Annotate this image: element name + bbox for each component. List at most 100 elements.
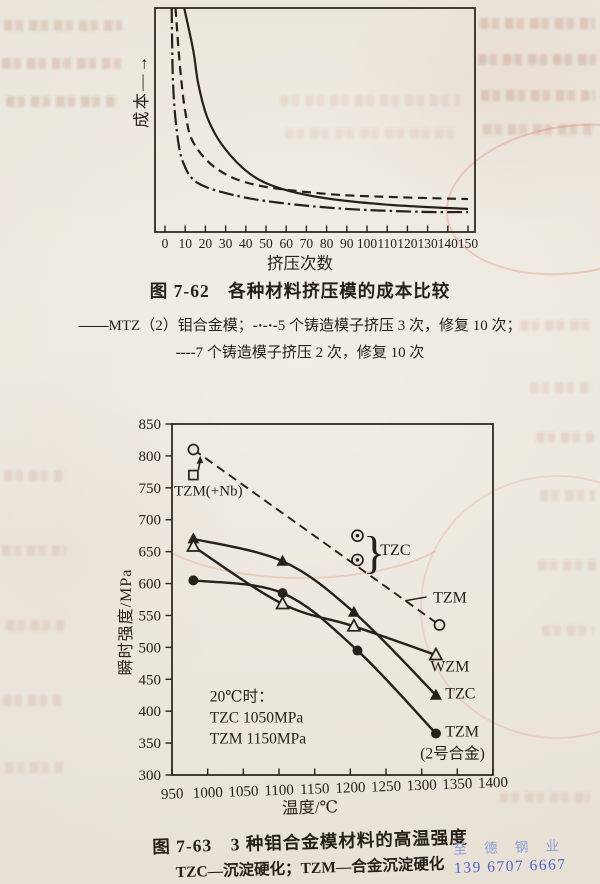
bleed-artifact <box>4 470 66 481</box>
fig62-caption: 图 7-62 各种材料挤压模的成本比较 <box>149 281 451 301</box>
bleed-artifact <box>483 124 593 135</box>
y-tick-label: 500 <box>139 640 162 656</box>
open-circle-marker <box>187 443 200 456</box>
y-tick-label: 850 <box>139 417 162 433</box>
series-line-TZM（2号合金） <box>193 579 437 735</box>
fig63-y-axis-label: 瞬时强度/MPa <box>118 568 135 676</box>
brace-glyph: } <box>363 527 385 578</box>
y-tick-label: 750 <box>139 481 162 497</box>
bleed-artifact <box>6 620 64 631</box>
fig62-y-axis-label-text: 成本 <box>132 91 151 128</box>
watermark: 至 德 钢 业 139 6707 6667 <box>434 833 585 878</box>
fig62-y-axis-arrow-icon: —→ <box>132 54 151 91</box>
fig62-legend-label-2: 5 个铸造模子挤压 3 次，修复 10 次； <box>277 318 522 334</box>
filled-circle-marker <box>188 575 199 586</box>
dashed-line-legend-icon: ---- <box>175 345 196 361</box>
chart-label: TZM <box>445 724 479 741</box>
x-tick-label: 10 <box>178 236 192 251</box>
x-tick-label: 110 <box>377 236 397 251</box>
strength-chart-svg: 300 350 400 450 500 550 600 650 700 750 800 850 950 1… <box>139 417 509 803</box>
bleed-artifact <box>480 18 595 29</box>
x-tick-label: 90 <box>340 236 354 251</box>
x-tick-label: 0 <box>162 236 169 251</box>
filled-circle-marker <box>430 728 441 739</box>
x-tick-label: 100 <box>357 236 378 251</box>
bleed-artifact <box>2 58 124 69</box>
y-tick-label: 650 <box>139 545 162 561</box>
x-tick-label: 1400 <box>478 775 509 792</box>
y-tick-label: 700 <box>139 513 162 529</box>
series-line <box>183 7 469 211</box>
watermark-phone: 139 6707 6667 <box>453 856 567 877</box>
x-tick-label: 80 <box>320 236 334 251</box>
open-triangle-marker <box>275 595 290 610</box>
open-triangle-marker <box>346 618 362 632</box>
x-tick-label: 120 <box>397 236 418 251</box>
x-tick-label: 130 <box>417 236 438 251</box>
y-tick-label: 550 <box>139 608 162 624</box>
x-tick-label: 1300 <box>406 777 437 794</box>
chart-label: TZM <box>433 590 467 607</box>
filled-triangle-marker <box>276 554 289 566</box>
bleed-artifact <box>536 432 594 443</box>
chart-label: TZM(+Nb) <box>174 483 242 499</box>
stamp-bleed-artifact <box>140 455 464 579</box>
note-line: 20℃时： <box>210 688 274 706</box>
open-triangle-marker <box>428 646 444 661</box>
x-tick-label: 140 <box>438 236 459 251</box>
bleed-artifact <box>500 792 590 803</box>
y-tick-label: 350 <box>139 736 162 752</box>
bleed-artifact <box>4 20 122 31</box>
y-tick-label: 450 <box>139 672 162 688</box>
fig62-plot-frame <box>154 7 476 233</box>
x-tick-label: 50 <box>259 236 273 251</box>
open-triangle-marker <box>185 538 201 552</box>
series-line-TZM <box>192 448 441 626</box>
series-line-WZM <box>192 545 437 657</box>
filled-triangle-marker <box>187 532 200 544</box>
chart-label: TZC <box>445 685 475 702</box>
fig62-legend-row-2: ----7 个铸造模子挤压 2 次，修复 10 次 <box>0 341 600 362</box>
note-line: TZM 1150MPa <box>210 731 306 748</box>
bleed-artifact <box>2 545 66 556</box>
bleed-artifact <box>6 96 118 107</box>
filled-circle-marker <box>352 645 363 656</box>
y-tick-label: 600 <box>139 577 162 593</box>
bleed-artifact <box>5 762 63 773</box>
circle-dot-center <box>355 533 360 538</box>
chart-label: WZM <box>430 659 469 676</box>
x-tick-label: 30 <box>219 236 233 251</box>
x-tick-label: 1150 <box>300 781 330 798</box>
x-tick-label: 150 <box>458 236 479 251</box>
series-line-TZC <box>193 537 437 697</box>
y-tick-label: 800 <box>139 449 162 465</box>
x-tick-label: 70 <box>300 236 314 251</box>
series-line <box>170 7 469 214</box>
x-tick-label: 1200 <box>335 780 366 797</box>
series-line <box>174 7 469 201</box>
x-tick-label: 1000 <box>193 785 224 802</box>
bleed-artifact <box>478 54 596 65</box>
open-square-marker <box>188 469 199 481</box>
x-tick-label: 40 <box>239 236 253 251</box>
x-tick-label: 1050 <box>228 784 259 801</box>
fig62-x-axis-label: 挤压次数 <box>267 254 333 273</box>
solid-line-legend-icon: —— <box>78 318 109 334</box>
cost-chart-svg: 0 10 20 30 40 50 60 70 80 90 100 110 120 130 140 150 <box>154 7 479 251</box>
x-tick-label: 1100 <box>264 782 294 799</box>
fig63-plot-frame <box>171 423 494 776</box>
dashdot-line-legend-icon: -·-·- <box>252 318 278 334</box>
bleed-artifact <box>280 95 460 106</box>
fig62-legend-label-1: MTZ（2）钼合金模； <box>108 318 253 334</box>
circle-dot-center <box>355 558 360 562</box>
y-tick-label: 300 <box>139 768 162 784</box>
fig62-legend-row-1: ——MTZ（2）钼合金模；-·-·-5 个铸造模子挤压 3 次，修复 10 次； <box>0 314 600 335</box>
bleed-artifact <box>520 320 592 331</box>
x-tick-label: 20 <box>199 236 213 251</box>
x-tick-label: 1250 <box>371 779 402 796</box>
chart-label: TZC <box>380 542 410 559</box>
bleed-artifact <box>285 128 455 139</box>
fig62-legend-label-3: 7 个铸造模子挤压 2 次，修复 10 次 <box>195 345 425 361</box>
filled-triangle-marker <box>347 605 360 617</box>
watermark-company: 至 德 钢 业 <box>452 838 567 857</box>
